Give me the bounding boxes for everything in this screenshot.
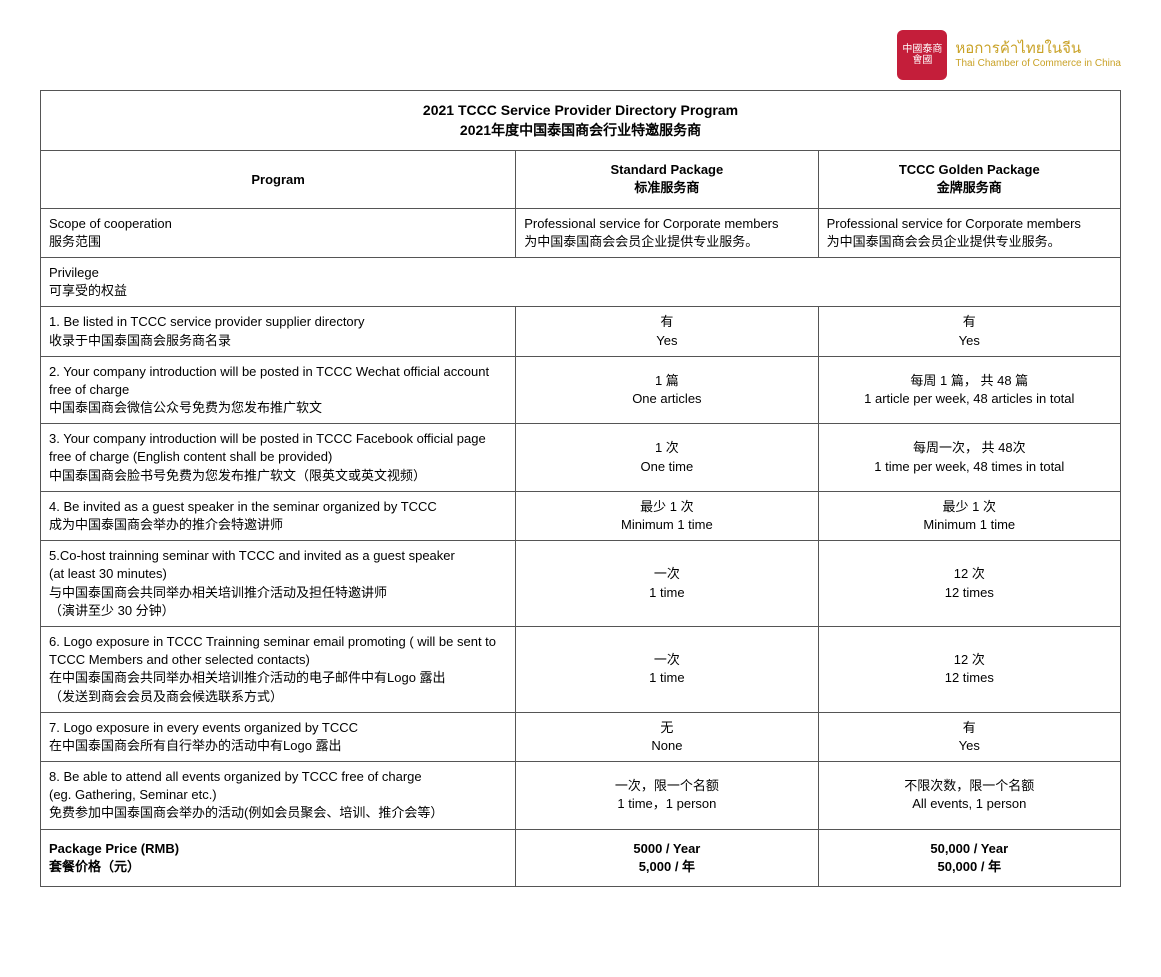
header-golden: TCCC Golden Package 金牌服务商 [818,151,1120,208]
table-row: 8. Be able to attend all events organize… [41,762,1121,830]
table-title: 2021 TCCC Service Provider Directory Pro… [41,91,1121,151]
table-row: 2. Your company introduction will be pos… [41,356,1121,424]
header-standard: Standard Package 标准服务商 [516,151,818,208]
row-std: 一次，限一个名额1 time，1 person [516,762,818,830]
price-label: Package Price (RMB) 套餐价格（元） [41,829,516,886]
row-std: 有Yes [516,307,818,356]
row-label: 7. Logo exposure in every events organiz… [41,712,516,761]
row-label: 3. Your company introduction will be pos… [41,424,516,492]
privilege-header: Privilege 可享受的权益 [41,257,1121,306]
row-label: 2. Your company introduction will be pos… [41,356,516,424]
row-label: 6. Logo exposure in TCCC Trainning semin… [41,626,516,712]
table-row: 1. Be listed in TCCC service provider su… [41,307,1121,356]
row-label: 4. Be invited as a guest speaker in the … [41,491,516,540]
logo-en: Thai Chamber of Commerce in China [955,58,1121,70]
table-row: 4. Be invited as a guest speaker in the … [41,491,1121,540]
logo-text: หอการค้าไทยในจีน Thai Chamber of Commerc… [955,40,1121,70]
row-std: 一次1 time [516,626,818,712]
header-program: Program [41,151,516,208]
row-std: 一次1 time [516,541,818,627]
program-table: 2021 TCCC Service Provider Directory Pro… [40,90,1121,887]
row-gold: 每周一次， 共 48次1 time per week, 48 times in … [818,424,1120,492]
row-label: 5.Co-host trainning seminar with TCCC an… [41,541,516,627]
scope-label: Scope of cooperation 服务范围 [41,208,516,257]
scope-std: Professional service for Corporate membe… [516,208,818,257]
price-std: 5000 / Year 5,000 / 年 [516,829,818,886]
row-std: 1 篇One articles [516,356,818,424]
row-label: 1. Be listed in TCCC service provider su… [41,307,516,356]
row-gold: 12 次12 times [818,541,1120,627]
row-label: 8. Be able to attend all events organize… [41,762,516,830]
row-gold: 12 次12 times [818,626,1120,712]
row-gold: 每周 1 篇， 共 48 篇1 article per week, 48 art… [818,356,1120,424]
row-std: 最少 1 次Minimum 1 time [516,491,818,540]
row-gold: 有Yes [818,712,1120,761]
row-std: 1 次One time [516,424,818,492]
table-row: 7. Logo exposure in every events organiz… [41,712,1121,761]
price-gold: 50,000 / Year 50,000 / 年 [818,829,1120,886]
table-row: 5.Co-host trainning seminar with TCCC an… [41,541,1121,627]
table-row: 3. Your company introduction will be pos… [41,424,1121,492]
logo-thai: หอการค้าไทยในจีน [955,40,1121,58]
row-gold: 最少 1 次Minimum 1 time [818,491,1120,540]
table-row: 6. Logo exposure in TCCC Trainning semin… [41,626,1121,712]
row-gold: 有Yes [818,307,1120,356]
logo-header: 中國泰商會國 หอการค้าไทยในจีน Thai Chamber of … [40,30,1121,80]
scope-gold: Professional service for Corporate membe… [818,208,1120,257]
logo-seal: 中國泰商會國 [897,30,947,80]
row-std: 无None [516,712,818,761]
row-gold: 不限次数，限一个名额All events, 1 person [818,762,1120,830]
